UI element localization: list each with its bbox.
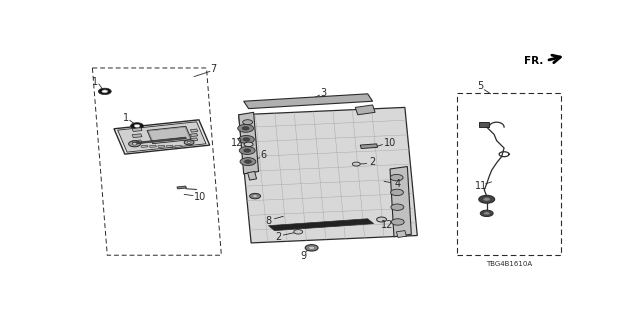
- Circle shape: [187, 141, 191, 143]
- Circle shape: [376, 217, 387, 222]
- Text: 7: 7: [210, 64, 216, 74]
- Text: 4: 4: [394, 179, 401, 189]
- Polygon shape: [149, 145, 156, 148]
- Circle shape: [244, 149, 251, 152]
- Circle shape: [129, 141, 141, 147]
- Text: 3: 3: [320, 88, 326, 98]
- Circle shape: [391, 219, 404, 225]
- Polygon shape: [239, 108, 417, 243]
- Circle shape: [352, 162, 360, 166]
- Text: 1: 1: [92, 76, 98, 86]
- Polygon shape: [244, 94, 372, 108]
- Circle shape: [102, 90, 108, 93]
- Polygon shape: [141, 145, 148, 148]
- Circle shape: [240, 158, 256, 165]
- Circle shape: [239, 147, 255, 155]
- Circle shape: [99, 88, 111, 95]
- Polygon shape: [191, 138, 198, 141]
- Text: 12: 12: [231, 138, 243, 148]
- Polygon shape: [132, 137, 186, 144]
- Circle shape: [244, 142, 253, 147]
- Bar: [457, 92, 561, 255]
- Polygon shape: [132, 134, 142, 138]
- Polygon shape: [118, 122, 206, 152]
- Polygon shape: [479, 122, 489, 127]
- Text: 6: 6: [260, 150, 267, 160]
- Circle shape: [484, 212, 490, 215]
- Circle shape: [237, 124, 253, 132]
- Text: 2: 2: [369, 157, 376, 167]
- Circle shape: [308, 246, 315, 249]
- Text: 8: 8: [266, 216, 271, 226]
- Polygon shape: [166, 145, 173, 148]
- Circle shape: [480, 210, 493, 217]
- Circle shape: [131, 123, 143, 129]
- Polygon shape: [248, 172, 257, 180]
- Polygon shape: [148, 127, 190, 143]
- Circle shape: [134, 124, 140, 127]
- Circle shape: [250, 193, 260, 199]
- Polygon shape: [360, 144, 378, 148]
- Polygon shape: [175, 145, 182, 148]
- Circle shape: [483, 197, 490, 201]
- Polygon shape: [114, 120, 210, 154]
- Text: 5: 5: [477, 82, 484, 92]
- Text: 12: 12: [381, 220, 394, 230]
- Circle shape: [391, 204, 404, 210]
- Circle shape: [305, 244, 318, 251]
- Polygon shape: [269, 219, 374, 231]
- Polygon shape: [191, 133, 198, 137]
- Polygon shape: [132, 128, 142, 132]
- Circle shape: [239, 135, 254, 143]
- Polygon shape: [177, 186, 186, 189]
- Text: FR.: FR.: [524, 56, 544, 66]
- Text: 1: 1: [123, 114, 129, 124]
- Circle shape: [390, 189, 403, 196]
- Circle shape: [244, 160, 252, 163]
- Circle shape: [132, 143, 137, 145]
- Circle shape: [243, 138, 250, 141]
- Circle shape: [243, 120, 253, 124]
- Polygon shape: [158, 145, 165, 148]
- Text: 9: 9: [300, 251, 307, 261]
- Text: 2: 2: [275, 233, 282, 243]
- Polygon shape: [132, 140, 142, 144]
- Circle shape: [184, 140, 194, 145]
- Polygon shape: [396, 231, 406, 237]
- Polygon shape: [147, 126, 191, 144]
- Circle shape: [242, 127, 249, 130]
- Text: TBG4B1610A: TBG4B1610A: [486, 261, 532, 267]
- Polygon shape: [390, 166, 412, 237]
- Text: 11: 11: [475, 181, 487, 191]
- Circle shape: [390, 174, 403, 181]
- Circle shape: [253, 195, 257, 197]
- Circle shape: [479, 195, 495, 203]
- Polygon shape: [239, 112, 259, 174]
- Polygon shape: [191, 129, 198, 132]
- Text: 10: 10: [384, 138, 396, 148]
- Polygon shape: [355, 105, 375, 115]
- Text: 10: 10: [194, 192, 206, 202]
- Circle shape: [294, 230, 303, 234]
